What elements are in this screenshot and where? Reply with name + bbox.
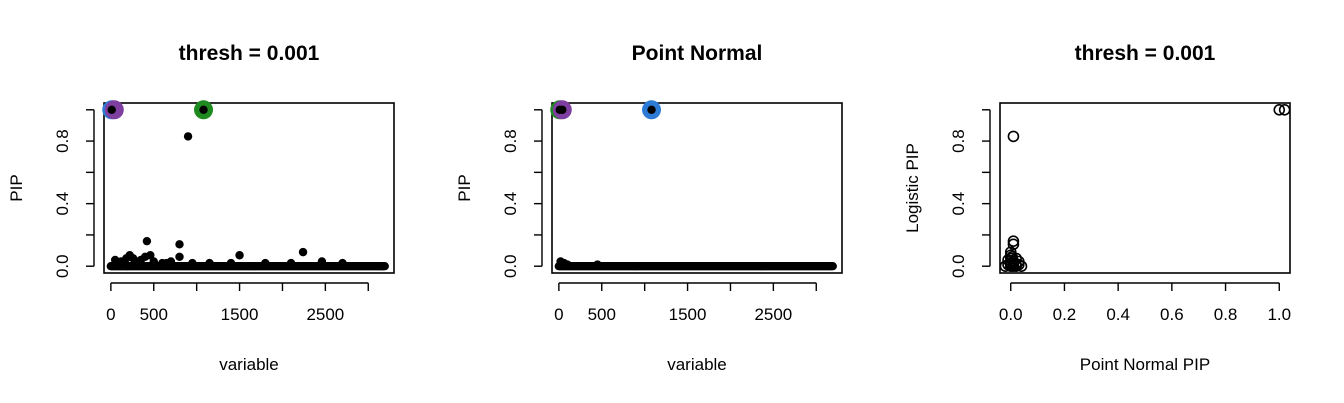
x-tick-label: 1500 <box>669 305 707 324</box>
y-tick-label: 0.8 <box>53 129 72 153</box>
data-point <box>183 132 193 141</box>
x-tick-label: 0.2 <box>1053 305 1077 324</box>
data-point <box>205 258 214 268</box>
panel-left: thresh = 0.001 0 500 1500 2500 0.0 0.4 0.8 varia… <box>7 42 395 374</box>
chart-title: thresh = 0.001 <box>1075 42 1216 65</box>
data-point <box>1007 235 1020 247</box>
data-point <box>286 258 296 268</box>
y-tick-label: 0.8 <box>501 129 520 153</box>
data-point <box>298 247 308 257</box>
data-point <box>1007 238 1020 251</box>
data-point <box>142 236 152 246</box>
x-tick-label: 0 <box>554 305 563 324</box>
data-point <box>188 258 197 268</box>
x-tick-label: 0.0 <box>999 305 1023 324</box>
data-point <box>146 251 155 260</box>
x-tick-label: 500 <box>588 305 616 324</box>
data-point <box>226 258 236 268</box>
data-point <box>162 258 171 268</box>
x-tick-label: 1500 <box>221 305 259 324</box>
x-tick-label: 2500 <box>306 305 344 324</box>
y-tick-label: 0.0 <box>53 254 72 278</box>
panel-right: thresh = 0.001 0.0 0.2 0.4 0.6 0.8 1.0 0.0 0.4 0.… <box>903 42 1291 374</box>
data-point <box>149 257 158 266</box>
chart-title: thresh = 0.001 <box>179 42 320 65</box>
plot-frame <box>551 102 843 274</box>
data-point <box>1278 104 1291 116</box>
data-point <box>593 260 602 269</box>
x-axis-label: Point Normal PIP <box>1080 355 1210 374</box>
data-point <box>1004 258 1017 271</box>
data-point <box>1273 104 1286 116</box>
data-point <box>116 257 126 266</box>
y-tick-label: 0.8 <box>949 129 968 153</box>
data-point <box>261 258 270 268</box>
data-point <box>175 240 184 249</box>
x-axis-label: variable <box>219 355 279 374</box>
data-point <box>563 260 572 269</box>
data-point <box>558 105 567 115</box>
y-tick-label: 0.4 <box>501 192 520 216</box>
y-tick-label: 0.0 <box>949 254 968 278</box>
baseline-point <box>380 262 389 271</box>
data-point <box>317 257 327 266</box>
plot-frame <box>999 102 1291 274</box>
data-point <box>647 105 656 115</box>
chart-title: Point Normal <box>632 42 763 65</box>
data-point <box>1007 130 1020 143</box>
baseline-point <box>828 262 837 271</box>
y-tick-label: 0.4 <box>53 192 72 216</box>
data-point <box>338 258 347 268</box>
data-point <box>107 105 116 115</box>
data-point <box>235 251 244 260</box>
y-axis-label: Logistic PIP <box>903 143 922 233</box>
plot-frame <box>103 102 395 274</box>
x-tick-label: 0 <box>106 305 115 324</box>
data-point <box>175 252 184 262</box>
y-tick-label: 0.4 <box>949 192 968 216</box>
x-tick-label: 0.8 <box>1214 305 1238 324</box>
x-axis-label: variable <box>667 355 727 374</box>
x-tick-label: 0.6 <box>1160 305 1184 324</box>
data-point <box>199 105 208 115</box>
data-point <box>136 255 146 265</box>
x-tick-label: 1.0 <box>1267 305 1291 324</box>
data-point <box>1007 255 1020 268</box>
data-point <box>1006 251 1018 263</box>
x-tick-label: 2500 <box>754 305 792 324</box>
x-tick-label: 500 <box>140 305 168 324</box>
panel-middle: Point Normal 0 500 1500 2500 0.0 0.4 0.8 variabl… <box>455 42 843 374</box>
y-axis-label: PIP <box>455 174 474 201</box>
y-axis-label: PIP <box>7 174 26 201</box>
x-tick-label: 0.4 <box>1106 305 1130 324</box>
y-tick-label: 0.0 <box>501 254 520 278</box>
